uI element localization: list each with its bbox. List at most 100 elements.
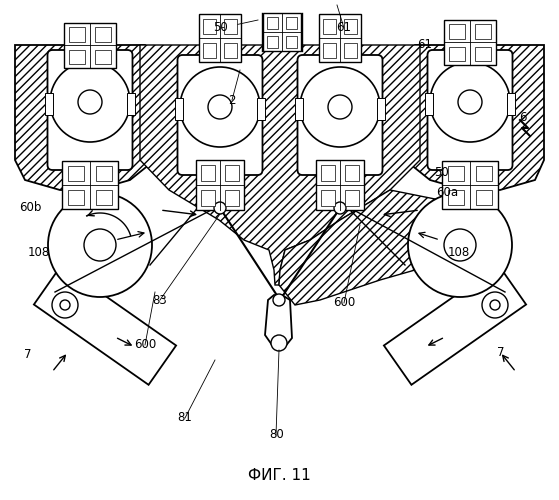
- Bar: [295, 98, 303, 120]
- Bar: [344, 43, 357, 59]
- Bar: [345, 165, 359, 181]
- Text: 108: 108: [447, 246, 470, 259]
- Bar: [224, 19, 237, 34]
- Bar: [449, 24, 465, 38]
- Polygon shape: [15, 45, 165, 190]
- Bar: [203, 19, 216, 34]
- Text: 61: 61: [337, 21, 351, 34]
- Bar: [286, 17, 297, 29]
- Circle shape: [78, 90, 102, 114]
- FancyBboxPatch shape: [428, 50, 513, 170]
- Circle shape: [300, 67, 380, 147]
- Text: 60b: 60b: [20, 201, 42, 214]
- Circle shape: [408, 193, 512, 297]
- Bar: [377, 98, 385, 120]
- Circle shape: [208, 95, 232, 119]
- Polygon shape: [34, 265, 176, 385]
- Circle shape: [482, 292, 508, 318]
- Bar: [267, 17, 278, 29]
- Text: 61: 61: [418, 38, 432, 52]
- Text: 83: 83: [152, 294, 167, 306]
- Bar: [96, 166, 112, 182]
- Circle shape: [328, 95, 352, 119]
- Polygon shape: [395, 45, 544, 190]
- Bar: [224, 43, 237, 59]
- Bar: [201, 165, 215, 181]
- Circle shape: [458, 90, 482, 114]
- Circle shape: [84, 229, 116, 261]
- Bar: [442, 161, 498, 209]
- Bar: [175, 98, 183, 120]
- Circle shape: [490, 300, 500, 310]
- Bar: [475, 46, 491, 61]
- Bar: [321, 190, 335, 206]
- Text: ФИГ. 11: ФИГ. 11: [248, 468, 311, 482]
- Polygon shape: [279, 190, 470, 305]
- Bar: [345, 190, 359, 206]
- Bar: [199, 14, 241, 62]
- Text: 2: 2: [228, 94, 236, 106]
- Bar: [319, 14, 361, 62]
- Circle shape: [48, 193, 152, 297]
- Circle shape: [60, 300, 70, 310]
- Bar: [323, 19, 336, 34]
- Bar: [225, 165, 239, 181]
- Polygon shape: [384, 265, 526, 385]
- Bar: [69, 27, 85, 42]
- Circle shape: [444, 229, 476, 261]
- Circle shape: [180, 67, 260, 147]
- Text: 7: 7: [496, 346, 504, 359]
- Text: 81: 81: [177, 411, 192, 424]
- Bar: [225, 190, 239, 206]
- Bar: [45, 93, 53, 115]
- Text: 6: 6: [519, 111, 527, 124]
- Text: 50: 50: [214, 21, 228, 34]
- Circle shape: [214, 202, 226, 214]
- Bar: [476, 190, 492, 206]
- Polygon shape: [265, 295, 292, 348]
- Circle shape: [52, 292, 78, 318]
- Bar: [425, 93, 433, 115]
- Bar: [286, 36, 297, 48]
- Circle shape: [271, 335, 287, 351]
- Circle shape: [273, 294, 285, 306]
- Text: 50: 50: [434, 166, 449, 179]
- Bar: [344, 19, 357, 34]
- Bar: [321, 165, 335, 181]
- Bar: [263, 13, 301, 51]
- Text: 60a: 60a: [436, 186, 458, 199]
- Bar: [69, 50, 85, 64]
- FancyBboxPatch shape: [178, 55, 263, 175]
- Bar: [475, 24, 491, 38]
- FancyBboxPatch shape: [48, 50, 132, 170]
- Text: 600: 600: [134, 338, 157, 351]
- Bar: [95, 50, 111, 64]
- Bar: [62, 161, 118, 209]
- Bar: [127, 93, 135, 115]
- Circle shape: [50, 62, 130, 142]
- Bar: [448, 190, 465, 206]
- Text: 108: 108: [28, 246, 50, 259]
- Text: 7: 7: [24, 348, 32, 362]
- Bar: [68, 166, 84, 182]
- Text: 80: 80: [269, 428, 284, 442]
- Circle shape: [430, 62, 510, 142]
- Bar: [444, 20, 496, 64]
- Bar: [476, 166, 492, 182]
- Bar: [267, 36, 278, 48]
- Bar: [68, 190, 84, 206]
- Bar: [316, 160, 364, 210]
- Polygon shape: [140, 45, 420, 285]
- Bar: [257, 98, 265, 120]
- Bar: [448, 166, 465, 182]
- Bar: [323, 43, 336, 59]
- Text: 600: 600: [333, 296, 355, 309]
- Bar: [96, 190, 112, 206]
- Bar: [203, 43, 216, 59]
- FancyBboxPatch shape: [297, 55, 382, 175]
- Bar: [507, 93, 515, 115]
- Bar: [64, 22, 116, 68]
- Bar: [449, 46, 465, 61]
- Bar: [196, 160, 244, 210]
- Bar: [201, 190, 215, 206]
